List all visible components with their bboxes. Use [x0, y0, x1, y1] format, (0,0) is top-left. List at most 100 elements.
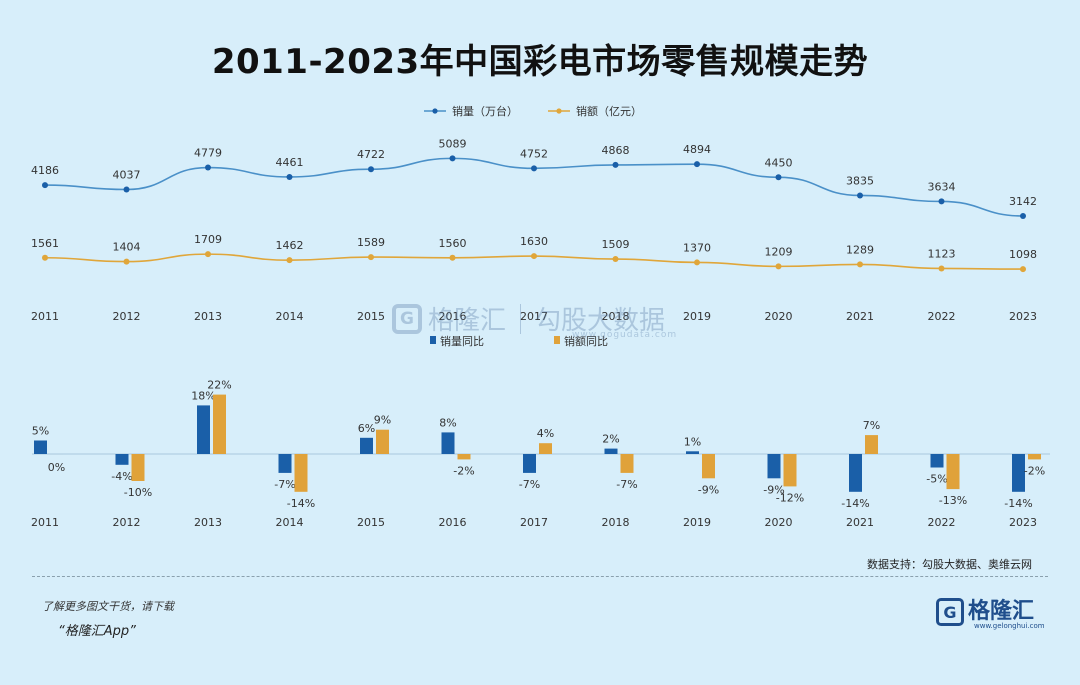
volume-yoy-label-2013: 18% [191, 389, 215, 402]
watermark-separator [520, 303, 522, 334]
revenue-label-2020: 1209 [765, 245, 793, 258]
watermark: G 格隆汇 勾股大数据 www.gogudata.com [392, 300, 676, 340]
revenue-yoy-bar-2019 [702, 454, 715, 479]
volume-point-2015 [368, 166, 374, 173]
bottom-x-tick-2020: 2020 [765, 516, 793, 529]
watermark-url: www.gogudata.com [572, 330, 678, 340]
revenue-yoy-label-2020: -12% [776, 491, 804, 504]
revenue-yoy-bar-2014 [294, 454, 308, 492]
volume-yoy-label-2015: 6% [358, 422, 375, 435]
watermark-logo-icon: G [392, 303, 422, 334]
volume-yoy-bar-2014 [278, 454, 292, 473]
bar-legend-label-1: 销额同比 [564, 334, 608, 348]
revenue-point-2017 [531, 253, 537, 260]
revenue-label-2022: 1123 [928, 247, 956, 260]
bottom-x-tick-2016: 2016 [439, 516, 467, 529]
top-x-tick-2020: 2020 [765, 310, 793, 323]
revenue-yoy-bar-2022 [946, 454, 960, 490]
volume-label-2019: 4894 [683, 143, 711, 156]
brand-logo-icon: G [936, 598, 964, 626]
volume-point-2019 [694, 161, 700, 168]
top-x-tick-2021: 2021 [846, 310, 874, 323]
bar-legend-swatch-1 [554, 336, 560, 344]
revenue-yoy-label-2013: 22% [207, 379, 231, 392]
legend-dot-swatch-1 [556, 108, 562, 114]
revenue-point-2020 [775, 263, 782, 270]
volume-yoy-label-2022: -5% [926, 473, 947, 486]
bottom-x-tick-2012: 2012 [113, 516, 141, 529]
brand-logo[interactable]: G 格隆汇 www.gelonghui.com [936, 598, 1045, 630]
promo-line1: 了解更多图文干货，请下载 [42, 600, 174, 613]
volume-yoy-bar-2013 [197, 405, 210, 454]
revenue-point-2023 [1020, 266, 1026, 273]
watermark-left-text: 格隆汇 [428, 306, 507, 336]
volume-yoy-bar-2019 [686, 451, 699, 454]
revenue-yoy-bar-2016 [457, 454, 471, 460]
volume-yoy-bar-2022 [930, 454, 944, 468]
data-source: 数据支持：勾股大数据、奥维云网 [867, 558, 1032, 571]
volume-yoy-bar-2011 [34, 440, 47, 454]
top-x-tick-2011: 2011 [31, 310, 59, 323]
revenue-yoy-bar-2021 [865, 435, 878, 454]
brand-name: 格隆汇 [968, 599, 1035, 624]
revenue-yoy-bar-2012 [131, 454, 145, 481]
top-x-tick-2014: 2014 [276, 310, 304, 323]
bottom-x-tick-2017: 2017 [520, 516, 548, 529]
top-x-tick-2016: 2016 [439, 310, 467, 323]
volume-yoy-label-2014: -7% [274, 478, 295, 491]
volume-yoy-label-2021: -14% [841, 497, 869, 510]
revenue-yoy-label-2021: 7% [863, 419, 880, 432]
revenue-yoy-label-2014: -14% [287, 497, 315, 510]
volume-point-2022 [938, 198, 945, 205]
bottom-x-tick-2013: 2013 [194, 516, 222, 529]
revenue-yoy-bar-2017 [539, 443, 552, 454]
volume-yoy-label-2016: 8% [439, 416, 456, 429]
volume-label-2021: 3835 [846, 174, 874, 187]
volume-point-2013 [205, 164, 211, 171]
revenue-point-2011 [42, 254, 48, 261]
revenue-point-2018 [612, 256, 619, 263]
top-x-tick-2019: 2019 [683, 310, 711, 323]
revenue-yoy-label-2018: -7% [616, 478, 637, 491]
brand-url: www.gelonghui.com [974, 622, 1045, 630]
volume-yoy-label-2018: 2% [602, 433, 619, 446]
revenue-label-2019: 1370 [683, 241, 711, 254]
revenue-label-2021: 1289 [846, 243, 874, 256]
volume-yoy-label-2020: -9% [763, 483, 784, 496]
revenue-label-2013: 1709 [194, 233, 222, 246]
volume-yoy-label-2023: -14% [1004, 497, 1032, 510]
volume-yoy-label-2017: -7% [519, 478, 540, 491]
revenue-point-2021 [857, 261, 863, 268]
volume-label-2014: 4461 [276, 156, 304, 169]
volume-yoy-label-2019: 1% [684, 435, 701, 448]
bottom-x-tick-2023: 2023 [1009, 516, 1037, 529]
volume-label-2016: 5089 [439, 137, 467, 150]
revenue-yoy-label-2017: 4% [537, 427, 554, 440]
volume-point-2018 [612, 161, 619, 168]
volume-point-2016 [449, 155, 456, 162]
revenue-label-2012: 1404 [113, 241, 141, 254]
watermark-right-text: 勾股大数据 [535, 306, 666, 336]
bottom-x-tick-2014: 2014 [276, 516, 304, 529]
revenue-yoy-label-2015: 9% [374, 414, 391, 427]
top-x-tick-2013: 2013 [194, 310, 222, 323]
volume-label-2012: 4037 [113, 169, 141, 182]
legend-dot-swatch-0 [432, 108, 438, 114]
bottom-x-tick-2019: 2019 [683, 516, 711, 529]
top-x-tick-2017: 2017 [520, 310, 548, 323]
bottom-x-tick-2011: 2011 [31, 516, 59, 529]
volume-label-2023: 3142 [1009, 195, 1037, 208]
volume-point-2021 [857, 192, 863, 199]
revenue-yoy-bar-2018 [620, 454, 634, 473]
revenue-point-2016 [449, 254, 456, 261]
revenue-label-2014: 1462 [276, 239, 304, 252]
revenue-label-2015: 1589 [357, 236, 385, 249]
bar-legend-swatch-0 [430, 336, 436, 344]
volume-yoy-bar-2023 [1012, 454, 1025, 492]
revenue-yoy-label-2012: -10% [124, 486, 152, 499]
volume-label-2017: 4752 [520, 147, 548, 160]
volume-yoy-label-2011: 5% [32, 425, 49, 438]
legend-label-1: 销额（亿元） [576, 104, 642, 118]
volume-yoy-bar-2017 [523, 454, 536, 473]
